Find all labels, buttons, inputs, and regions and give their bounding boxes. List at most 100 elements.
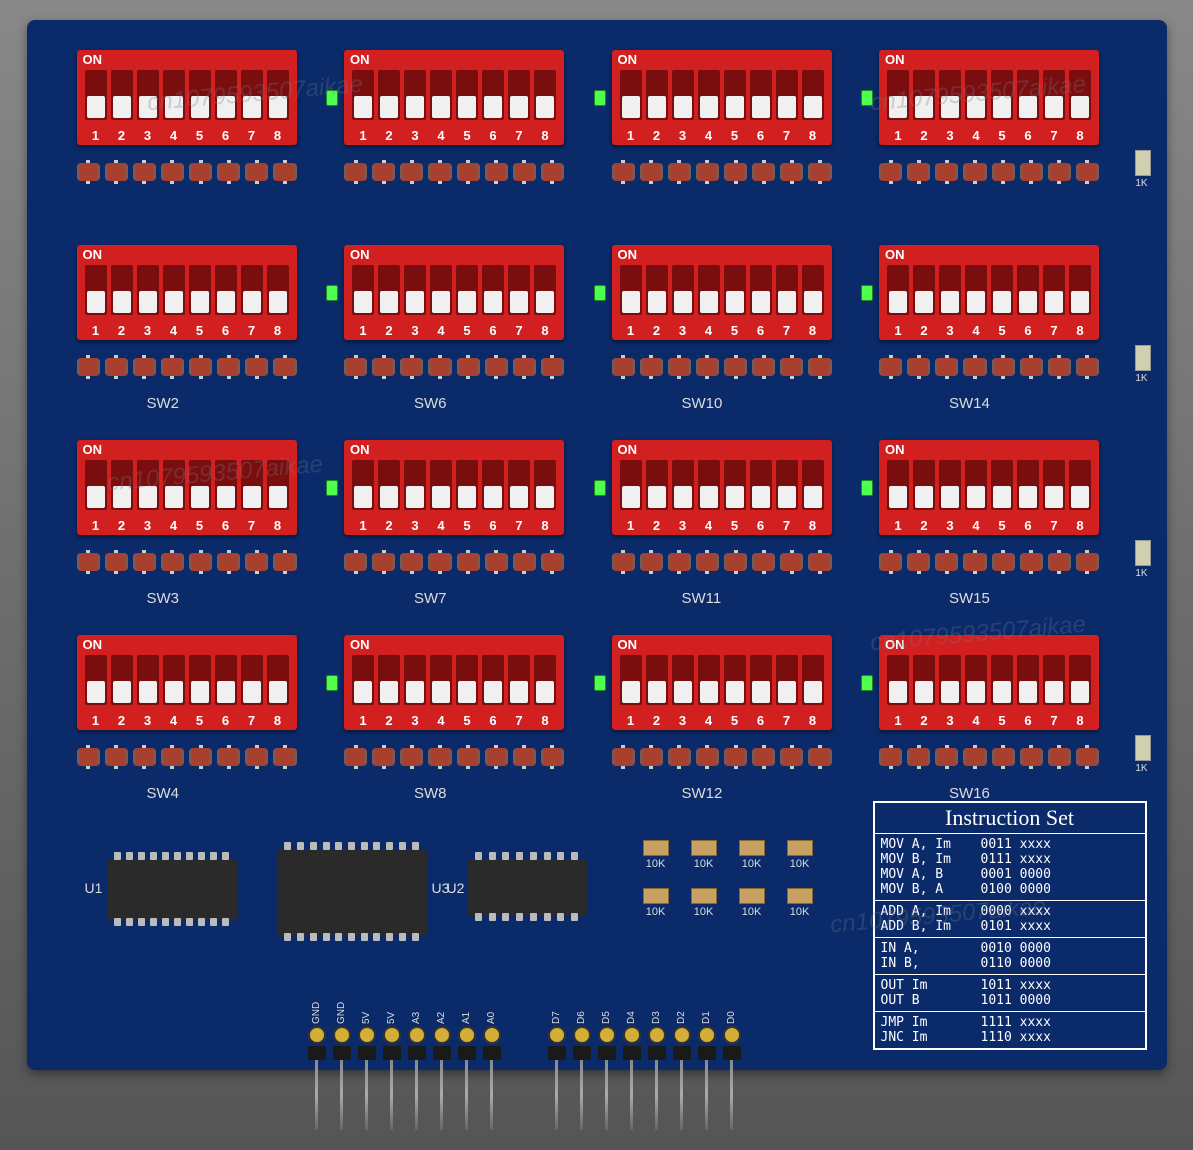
switch-slot[interactable] [913, 265, 935, 315]
switch-slot[interactable] [189, 265, 211, 315]
switch-slot[interactable] [724, 460, 746, 510]
header-pin[interactable]: D6 [572, 996, 592, 1130]
dip-switch[interactable]: ON12345678 [612, 50, 832, 145]
switch-slot[interactable] [378, 655, 400, 705]
switch-slot[interactable] [85, 70, 107, 120]
switch-slot[interactable] [802, 655, 824, 705]
switch-slot[interactable] [1069, 265, 1091, 315]
switch-slot[interactable] [111, 655, 133, 705]
switch-slot[interactable] [189, 70, 211, 120]
switch-slot[interactable] [241, 70, 263, 120]
switch-slot[interactable] [456, 70, 478, 120]
switch-slot[interactable] [241, 265, 263, 315]
switch-slot[interactable] [646, 265, 668, 315]
switch-slot[interactable] [620, 655, 642, 705]
switch-slot[interactable] [1043, 70, 1065, 120]
switch-slot[interactable] [1043, 655, 1065, 705]
switch-slot[interactable] [776, 655, 798, 705]
switch-slot[interactable] [137, 460, 159, 510]
switch-slot[interactable] [508, 70, 530, 120]
switch-slot[interactable] [85, 265, 107, 315]
switch-slot[interactable] [430, 70, 452, 120]
switch-slot[interactable] [1017, 70, 1039, 120]
switch-slot[interactable] [534, 460, 556, 510]
dip-switch[interactable]: ON12345678 [879, 245, 1099, 340]
switch-slot[interactable] [352, 655, 374, 705]
header-pin[interactable]: A1 [457, 996, 477, 1130]
dip-switch[interactable]: ON12345678 [612, 635, 832, 730]
switch-slot[interactable] [482, 265, 504, 315]
switch-slot[interactable] [1017, 460, 1039, 510]
switch-slot[interactable] [620, 70, 642, 120]
switch-slot[interactable] [456, 265, 478, 315]
switch-slot[interactable] [913, 460, 935, 510]
header-pin[interactable]: D1 [697, 996, 717, 1130]
switch-slot[interactable] [508, 460, 530, 510]
switch-slot[interactable] [111, 460, 133, 510]
switch-slot[interactable] [965, 460, 987, 510]
switch-slot[interactable] [776, 70, 798, 120]
switch-slot[interactable] [111, 265, 133, 315]
header-pin[interactable]: A0 [482, 996, 502, 1130]
header-pin[interactable]: D0 [722, 996, 742, 1130]
switch-slot[interactable] [404, 460, 426, 510]
switch-slot[interactable] [939, 70, 961, 120]
switch-slot[interactable] [508, 655, 530, 705]
switch-slot[interactable] [1069, 460, 1091, 510]
switch-slot[interactable] [991, 70, 1013, 120]
switch-slot[interactable] [352, 460, 374, 510]
switch-slot[interactable] [215, 265, 237, 315]
switch-slot[interactable] [939, 265, 961, 315]
switch-slot[interactable] [241, 655, 263, 705]
switch-slot[interactable] [215, 655, 237, 705]
dip-switch[interactable]: ON12345678 [77, 635, 297, 730]
switch-slot[interactable] [887, 655, 909, 705]
switch-slot[interactable] [939, 460, 961, 510]
switch-slot[interactable] [1043, 265, 1065, 315]
switch-slot[interactable] [887, 460, 909, 510]
switch-slot[interactable] [965, 655, 987, 705]
switch-slot[interactable] [137, 655, 159, 705]
switch-slot[interactable] [1017, 655, 1039, 705]
switch-slot[interactable] [482, 655, 504, 705]
switch-slot[interactable] [378, 460, 400, 510]
dip-switch[interactable]: ON12345678 [879, 635, 1099, 730]
header-pin[interactable]: D7 [547, 996, 567, 1130]
switch-slot[interactable] [698, 265, 720, 315]
switch-slot[interactable] [776, 460, 798, 510]
dip-switch[interactable]: ON12345678 [344, 245, 564, 340]
switch-slot[interactable] [887, 265, 909, 315]
switch-slot[interactable] [776, 265, 798, 315]
switch-slot[interactable] [430, 655, 452, 705]
header-pin[interactable]: A3 [407, 996, 427, 1130]
switch-slot[interactable] [163, 655, 185, 705]
switch-slot[interactable] [85, 460, 107, 510]
switch-slot[interactable] [404, 70, 426, 120]
switch-slot[interactable] [646, 655, 668, 705]
switch-slot[interactable] [189, 655, 211, 705]
header-pin[interactable]: D2 [672, 996, 692, 1130]
switch-slot[interactable] [430, 265, 452, 315]
dip-switch[interactable]: ON12345678 [612, 440, 832, 535]
switch-slot[interactable] [698, 460, 720, 510]
switch-slot[interactable] [456, 655, 478, 705]
switch-slot[interactable] [267, 70, 289, 120]
switch-slot[interactable] [724, 655, 746, 705]
switch-slot[interactable] [534, 265, 556, 315]
dip-switch[interactable]: ON12345678 [77, 50, 297, 145]
switch-slot[interactable] [456, 460, 478, 510]
dip-switch[interactable]: ON12345678 [77, 440, 297, 535]
switch-slot[interactable] [750, 265, 772, 315]
switch-slot[interactable] [163, 265, 185, 315]
switch-slot[interactable] [1069, 70, 1091, 120]
switch-slot[interactable] [802, 70, 824, 120]
switch-slot[interactable] [163, 70, 185, 120]
switch-slot[interactable] [750, 460, 772, 510]
switch-slot[interactable] [646, 70, 668, 120]
switch-slot[interactable] [913, 70, 935, 120]
switch-slot[interactable] [1043, 460, 1065, 510]
dip-switch[interactable]: ON12345678 [879, 440, 1099, 535]
switch-slot[interactable] [724, 265, 746, 315]
switch-slot[interactable] [802, 460, 824, 510]
header-pin[interactable]: GND [332, 996, 352, 1130]
